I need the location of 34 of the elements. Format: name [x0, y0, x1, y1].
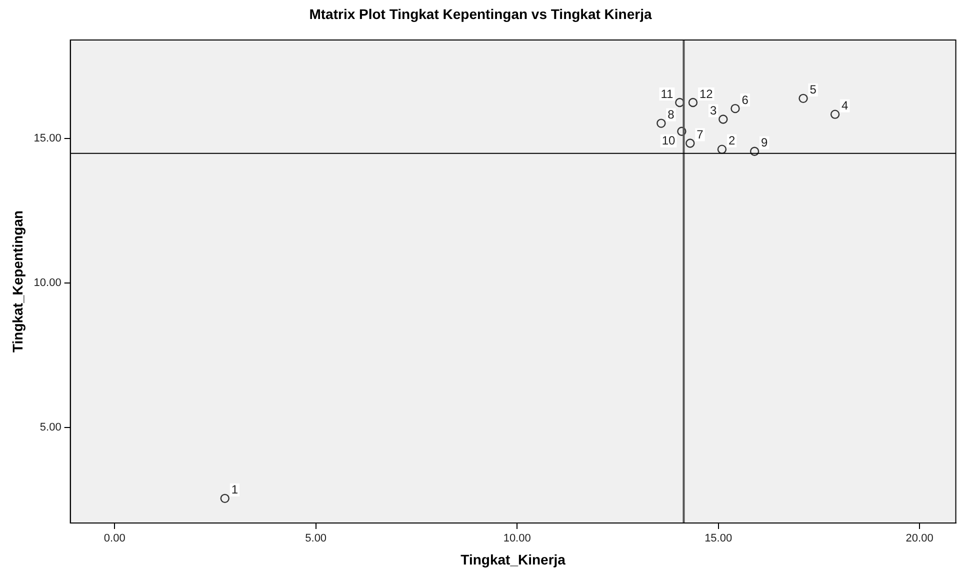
point — [750, 146, 760, 156]
annotation: 12 — [699, 86, 714, 101]
y-axis-title: Tingkat_Kepentingan — [9, 210, 26, 353]
point — [686, 138, 695, 148]
x-axis-title: Tingkat_Kinerja — [460, 551, 566, 568]
chart-title: Mtatrix Plot Tingkat Kepentingan vs Tingkat Kinerja — [308, 6, 653, 22]
annotation: 3 — [710, 104, 717, 118]
annotation: 6 — [742, 92, 749, 107]
point — [688, 98, 698, 108]
annotation: 2 — [728, 134, 736, 148]
y-tick-label: 10.00 — [34, 276, 62, 289]
annotation: 7 — [696, 128, 704, 142]
annotation: 11 — [660, 86, 674, 101]
annotation: 4 — [842, 98, 849, 113]
x-tick-label: 10.00 — [503, 532, 531, 545]
annotation: 9 — [761, 136, 768, 150]
point — [830, 110, 840, 119]
y-tick-label: 5.00 — [40, 422, 62, 434]
y-tick-label: 15.00 — [34, 132, 62, 144]
point — [677, 126, 686, 136]
x-tick-label: 0.00 — [104, 532, 126, 545]
annotation: 8 — [668, 108, 675, 122]
annotation: 1 — [231, 482, 238, 497]
point — [656, 118, 666, 128]
x-tick-label: 5.00 — [305, 532, 327, 545]
point — [798, 94, 808, 104]
point — [730, 104, 740, 114]
annotation: 5 — [810, 82, 817, 97]
point — [718, 114, 728, 124]
x-tick-label: 20.00 — [906, 532, 934, 545]
annotation: 10 — [662, 134, 676, 148]
point — [717, 144, 727, 154]
point — [220, 494, 230, 504]
x-tick-label: 15.00 — [704, 532, 732, 545]
